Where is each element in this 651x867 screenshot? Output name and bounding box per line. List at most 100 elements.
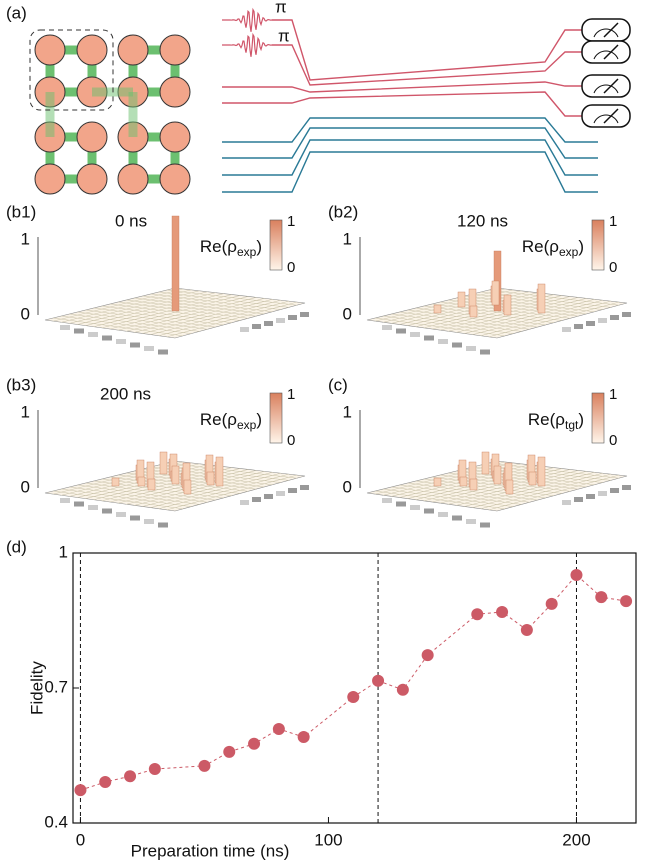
shadow xyxy=(252,497,261,502)
pulse-label: π xyxy=(275,0,287,16)
shadow xyxy=(562,327,571,332)
colorbar-label: Re(ρexp) xyxy=(200,410,262,432)
qubit xyxy=(160,35,190,65)
qubit xyxy=(35,35,65,65)
z-tick-label: 1 xyxy=(21,229,30,248)
shadow xyxy=(60,325,70,330)
shadow xyxy=(130,516,140,521)
qubit xyxy=(77,35,107,65)
shadow xyxy=(480,523,490,528)
qubit xyxy=(77,164,107,194)
shadow xyxy=(424,336,434,341)
data-point xyxy=(248,738,260,750)
colorbar-label: Re(ρtgt) xyxy=(528,410,584,432)
meter xyxy=(582,19,630,41)
panel-title: 200 ns xyxy=(100,384,151,403)
meter xyxy=(582,105,630,127)
colorbar-label-part: exp xyxy=(237,418,257,432)
shadow xyxy=(424,509,434,514)
lattice xyxy=(35,35,190,194)
colorbar-label: Re(ρexp) xyxy=(522,237,584,259)
data-point xyxy=(198,760,210,772)
bar-3d xyxy=(172,216,179,311)
bar-3d xyxy=(494,466,501,484)
qubit xyxy=(160,164,190,194)
shadow xyxy=(276,491,285,496)
shadow xyxy=(610,315,619,320)
bar-3d xyxy=(482,452,489,474)
qubit-line xyxy=(222,128,598,158)
colorbar-label-part: Re(ρ xyxy=(200,410,237,429)
shadow xyxy=(300,312,309,317)
data-point xyxy=(298,731,310,743)
data-point xyxy=(397,684,409,696)
colorbar xyxy=(592,220,604,270)
plot-frame xyxy=(73,553,636,823)
data-point xyxy=(521,624,533,636)
data-point xyxy=(546,598,558,610)
connector-line xyxy=(80,575,626,790)
colorbar-label-part: ) xyxy=(578,237,584,256)
shadow xyxy=(410,332,420,337)
shadow xyxy=(622,485,631,490)
bar-3d xyxy=(504,295,511,315)
bar-3d xyxy=(470,306,477,317)
data-point xyxy=(570,569,582,581)
bar-3d xyxy=(148,479,155,490)
panel-title: 0 ns xyxy=(115,211,147,230)
x-axis-label: Preparation time (ns) xyxy=(131,841,290,860)
x-tick-label: 100 xyxy=(314,830,342,849)
bar-3d xyxy=(529,472,536,485)
z-tick-label: 1 xyxy=(343,402,352,421)
colorbar-label-part: exp xyxy=(237,245,257,259)
qubit-line xyxy=(222,82,582,92)
shadow xyxy=(586,321,595,326)
shadow xyxy=(144,519,154,524)
panel-label: (b1) xyxy=(6,202,36,221)
shadow xyxy=(158,350,168,355)
shadow xyxy=(598,318,607,323)
meter xyxy=(582,41,630,63)
shadow xyxy=(102,509,112,514)
colorbar-tick: 1 xyxy=(287,213,295,230)
y-tick-label: 1 xyxy=(59,542,68,561)
shadow xyxy=(240,327,249,332)
bar-3d xyxy=(184,480,191,494)
colorbar-label-part: ) xyxy=(256,237,262,256)
bar-3d xyxy=(112,478,119,486)
colorbar-label-part: Re(ρ xyxy=(522,237,559,256)
z-tick-label: 1 xyxy=(343,229,352,248)
shadow xyxy=(610,488,619,493)
data-point xyxy=(471,608,483,620)
shadow xyxy=(240,500,249,505)
colorbar xyxy=(270,220,282,270)
qubit xyxy=(118,164,148,194)
y-tick-label: 0.7 xyxy=(44,677,68,696)
bar-3d xyxy=(492,281,499,305)
colorbar-label-part: tgt xyxy=(565,418,579,432)
bar-3d xyxy=(506,480,513,494)
data-point xyxy=(620,595,632,607)
shadow xyxy=(88,332,98,337)
panel-label: (d) xyxy=(6,537,27,556)
shadow xyxy=(410,505,420,510)
data-point xyxy=(347,691,359,703)
qubit xyxy=(118,35,148,65)
qubit xyxy=(35,164,65,194)
data-point xyxy=(595,591,607,603)
colorbar-tick: 1 xyxy=(287,386,295,403)
bar-3d xyxy=(434,305,441,313)
shadow xyxy=(102,336,112,341)
shadow xyxy=(452,343,462,348)
shadow xyxy=(480,350,490,355)
shadow xyxy=(562,500,571,505)
colorbar-label: Re(ρexp) xyxy=(200,237,262,259)
bar-3d xyxy=(538,457,545,486)
pulse xyxy=(222,35,272,57)
data-point xyxy=(99,776,111,788)
shadow xyxy=(130,343,140,348)
data-point xyxy=(372,675,384,687)
shadow xyxy=(116,339,126,344)
shadow xyxy=(574,497,583,502)
data-point xyxy=(422,649,434,661)
